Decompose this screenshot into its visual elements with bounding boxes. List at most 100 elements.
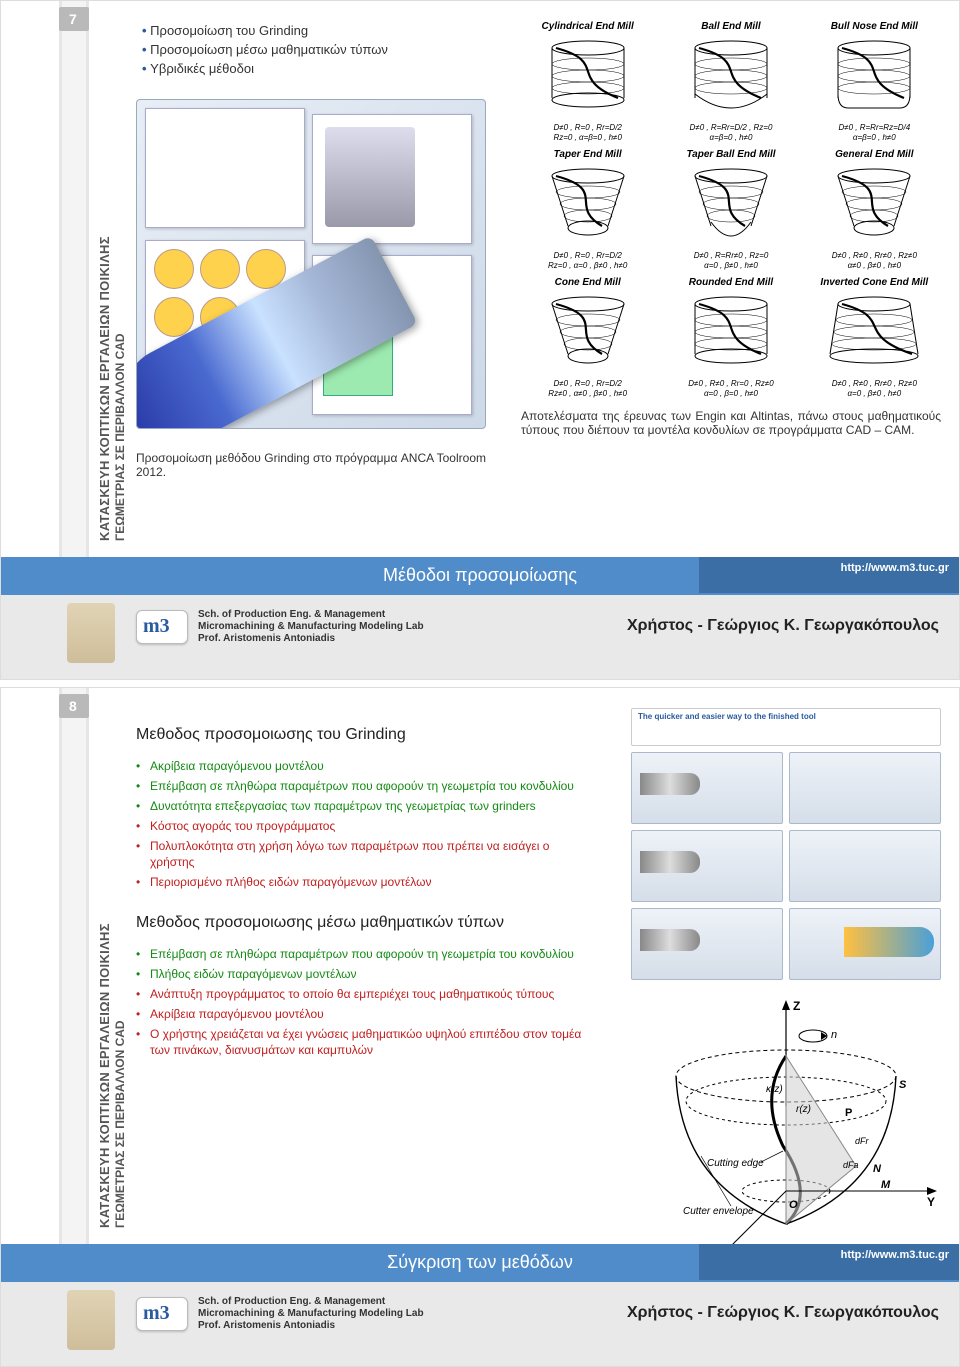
cutting-edge-label: Cutting edge <box>707 1158 764 1169</box>
thumb <box>789 908 941 980</box>
affil-line: Sch. of Production Eng. & Management <box>198 609 424 621</box>
mill-params: D≠0 , R≠0 , Rr=0 , Rz≠0 α=0 , β=0 , h≠0 <box>664 379 797 399</box>
left-rail-inner <box>62 1 86 574</box>
vertical-title: ΚΑΤΑΣΚΕΥΗ ΚΟΠΤΙΚΩΝ ΕΡΓΑΛΕΙΩΝ ΠΟΙΚΙΛΗΣ <box>97 923 112 1228</box>
list-item: Περιορισμένο πλήθος ειδών παραγόμενων μο… <box>136 872 596 892</box>
thumb <box>789 752 941 824</box>
software-thumbnails: The quicker and easier way to the finish… <box>631 708 941 980</box>
mill-title: Cone End Mill <box>521 277 654 288</box>
mill-title: Cylindrical End Mill <box>521 21 654 32</box>
list-item: Δυνατότητα επεξεργασίας των παραμέτρων τ… <box>136 796 596 816</box>
m-label: M <box>881 1179 891 1191</box>
slide-7: 7 ΚΑΤΑΣΚΕΥΗ ΚΟΠΤΙΚΩΝ ΕΡΓΑΛΕΙΩΝ ΠΟΙΚΙΛΗΣ … <box>0 0 960 680</box>
s-label: S <box>899 1079 907 1091</box>
mill-params: D≠0 , R=0 , Rr=D/2 Rz=0 , α=β=0 , h≠0 <box>521 123 654 143</box>
affil-line: Micromachining & Manufacturing Modeling … <box>198 621 424 633</box>
mill-cell: Bull Nose End Mill D≠0 , R=Rr=Rz=D/4 α=β… <box>808 21 941 143</box>
mill-params: D≠0 , R=0 , Rr=D/2 Rz=0 , α=0 , β≠0 , h≠… <box>521 251 654 271</box>
affil-line: Sch. of Production Eng. & Management <box>198 1296 424 1308</box>
author-name: Χρήστος - Γεώργιος Κ. Γεωργακόπουλος <box>627 617 939 635</box>
mill-wireframe <box>664 163 797 249</box>
affil-line: Prof. Aristomenis Antoniadis <box>198 1320 424 1332</box>
footer: Sch. of Production Eng. & Management Mic… <box>1 593 959 679</box>
caption-right: Αποτελέσματα της έρευνας των Engin και A… <box>521 409 941 437</box>
axis-z-label: Z <box>793 999 800 1013</box>
mill-cell: Cone End Mill D≠0 , R=0 , Rr=D/2 Rz≠0 , … <box>521 277 654 399</box>
content-area: Προσομοίωση του Grinding Προσομοίωση μέσ… <box>136 21 941 559</box>
m3-logo-icon <box>136 610 188 644</box>
mill-title: Taper Ball End Mill <box>664 149 797 160</box>
grinding-software-screenshot <box>136 99 486 429</box>
list-item: Ακρίβεια παραγόμενου μοντέλου <box>136 1004 596 1024</box>
m3-logo-icon <box>136 1297 188 1331</box>
mill-wireframe <box>808 35 941 121</box>
mill-params: D≠0 , R≠0 , Rr≠0 , Rz≠0 α≠0 , β≠0 , h≠0 <box>808 251 941 271</box>
thumb <box>631 908 783 980</box>
footer-affiliation: Sch. of Production Eng. & Management Mic… <box>136 609 424 645</box>
mill-wireframe <box>808 163 941 249</box>
mill-wireframe <box>521 163 654 249</box>
list-item: Επέμβαση σε πληθώρα παραμέτρων που αφορο… <box>136 944 596 964</box>
url-band: http://www.m3.tuc.gr <box>699 1244 959 1280</box>
mill-cell: General End Mill D≠0 , R≠0 , Rr≠0 , Rz≠0… <box>808 149 941 271</box>
list-item: Ο χρήστης χρειάζεται να έχει γνώσεις μαθ… <box>136 1024 596 1060</box>
cutter-envelope-label: Cutter envelope <box>683 1206 754 1217</box>
list-grinding: Ακρίβεια παραγόμενου μοντέλουΕπέμβαση σε… <box>136 756 596 892</box>
mill-params: D≠0 , R=Rr≠0 , Rz=0 α=0 , β≠0 , h≠0 <box>664 251 797 271</box>
affil-line: Prof. Aristomenis Antoniadis <box>198 633 424 645</box>
list-item: Ανάπτυξη προγράμματος το οποίο θα εμπερι… <box>136 984 596 1004</box>
heading-a: Μεθοδος προσομοιωσης του Grinding <box>136 726 596 744</box>
spin-n-label: n <box>831 1029 837 1041</box>
vertical-title: ΚΑΤΑΣΚΕΥΗ ΚΟΠΤΙΚΩΝ ΕΡΓΑΛΕΙΩΝ ΠΟΙΚΙΛΗΣ <box>97 236 112 541</box>
left-rail-inner <box>62 688 86 1261</box>
vertical-subtitle: ΓΕΩΜΕΤΡΙΑΣ ΣΕ ΠΕΡΙΒΑΛΛΟΝ CAD <box>113 1020 127 1228</box>
mill-title: Taper End Mill <box>521 149 654 160</box>
mill-params: D≠0 , R=0 , Rr=D/2 Rz≠0 , α≠0 , β≠0 , h≠… <box>521 379 654 399</box>
vertical-subtitle: ΓΕΩΜΕΤΡΙΑΣ ΣΕ ΠΕΡΙΒΑΛΛΟΝ CAD <box>113 333 127 541</box>
thumb-header-text: The quicker and easier way to the finish… <box>632 709 940 724</box>
mill-wireframe <box>664 35 797 121</box>
mill-wireframe <box>521 35 654 121</box>
affil-line: Micromachining & Manufacturing Modeling … <box>198 1308 424 1320</box>
list-item: Επέμβαση σε πληθώρα παραμέτρων που αφορο… <box>136 776 596 796</box>
url-band: http://www.m3.tuc.gr <box>699 557 959 593</box>
footer-affiliation: Sch. of Production Eng. & Management Mic… <box>136 1296 424 1332</box>
footer-statue-icon <box>67 603 115 663</box>
mill-title: General End Mill <box>808 149 941 160</box>
mill-cell: Rounded End Mill D≠0 , R≠0 , Rr=0 , Rz≠0… <box>664 277 797 399</box>
mill-wireframe <box>521 291 654 377</box>
mill-cell: Cylindrical End Mill D≠0 , R=0 , Rr=D/2 … <box>521 21 654 143</box>
dfa-label: dFa <box>843 1160 859 1170</box>
kappa-label: κ(z) <box>766 1084 783 1095</box>
thumb <box>631 752 783 824</box>
caption-left: Προσομοίωση μεθόδου Grinding στο πρόγραμ… <box>136 451 486 479</box>
footer: Sch. of Production Eng. & Management Mic… <box>1 1280 959 1366</box>
mill-cell: Inverted Cone End Mill D≠0 , R≠0 , Rr≠0 … <box>808 277 941 399</box>
page-number: 8 <box>69 698 77 714</box>
page-number: 7 <box>69 11 77 27</box>
n-label: N <box>873 1163 882 1175</box>
mill-wireframe <box>808 291 941 377</box>
list-item: Πλήθος ειδών παραγόμενων μοντέλων <box>136 964 596 984</box>
p-label: P <box>845 1107 852 1119</box>
axis-y-label: Y <box>927 1195 935 1209</box>
mill-cell: Taper Ball End Mill D≠0 , R=Rr≠0 , Rz=0 … <box>664 149 797 271</box>
mill-title: Inverted Cone End Mill <box>808 277 941 288</box>
mill-types-grid: Cylindrical End Mill D≠0 , R=0 , Rr=D/2 … <box>521 21 941 437</box>
slide-8: 8 ΚΑΤΑΣΚΕΥΗ ΚΟΠΤΙΚΩΝ ΕΡΓΑΛΕΙΩΝ ΠΟΙΚΙΛΗΣ … <box>0 687 960 1367</box>
content-area: Μεθοδος προσομοιωσης του Grinding Ακρίβε… <box>136 708 941 1246</box>
footer-statue-icon <box>67 1290 115 1350</box>
thumb-header: The quicker and easier way to the finish… <box>631 708 941 746</box>
list-math: Επέμβαση σε πληθώρα παραμέτρων που αφορο… <box>136 944 596 1060</box>
right-column: The quicker and easier way to the finish… <box>631 708 941 1261</box>
list-item: Κόστος αγοράς του προγράμματος <box>136 816 596 836</box>
dfr-label: dFr <box>855 1136 870 1146</box>
mill-cell: Ball End Mill D≠0 , R=Rr=D/2 , Rz=0 α=β=… <box>664 21 797 143</box>
mill-cell: Taper End Mill D≠0 , R=0 , Rr=D/2 Rz=0 ,… <box>521 149 654 271</box>
list-item: Ακρίβεια παραγόμενου μοντέλου <box>136 756 596 776</box>
o-label: O <box>789 1199 798 1211</box>
mill-title: Bull Nose End Mill <box>808 21 941 32</box>
mill-wireframe <box>664 291 797 377</box>
rz-label: r(z) <box>796 1104 811 1115</box>
author-name: Χρήστος - Γεώργιος Κ. Γεωργακόπουλος <box>627 1304 939 1322</box>
